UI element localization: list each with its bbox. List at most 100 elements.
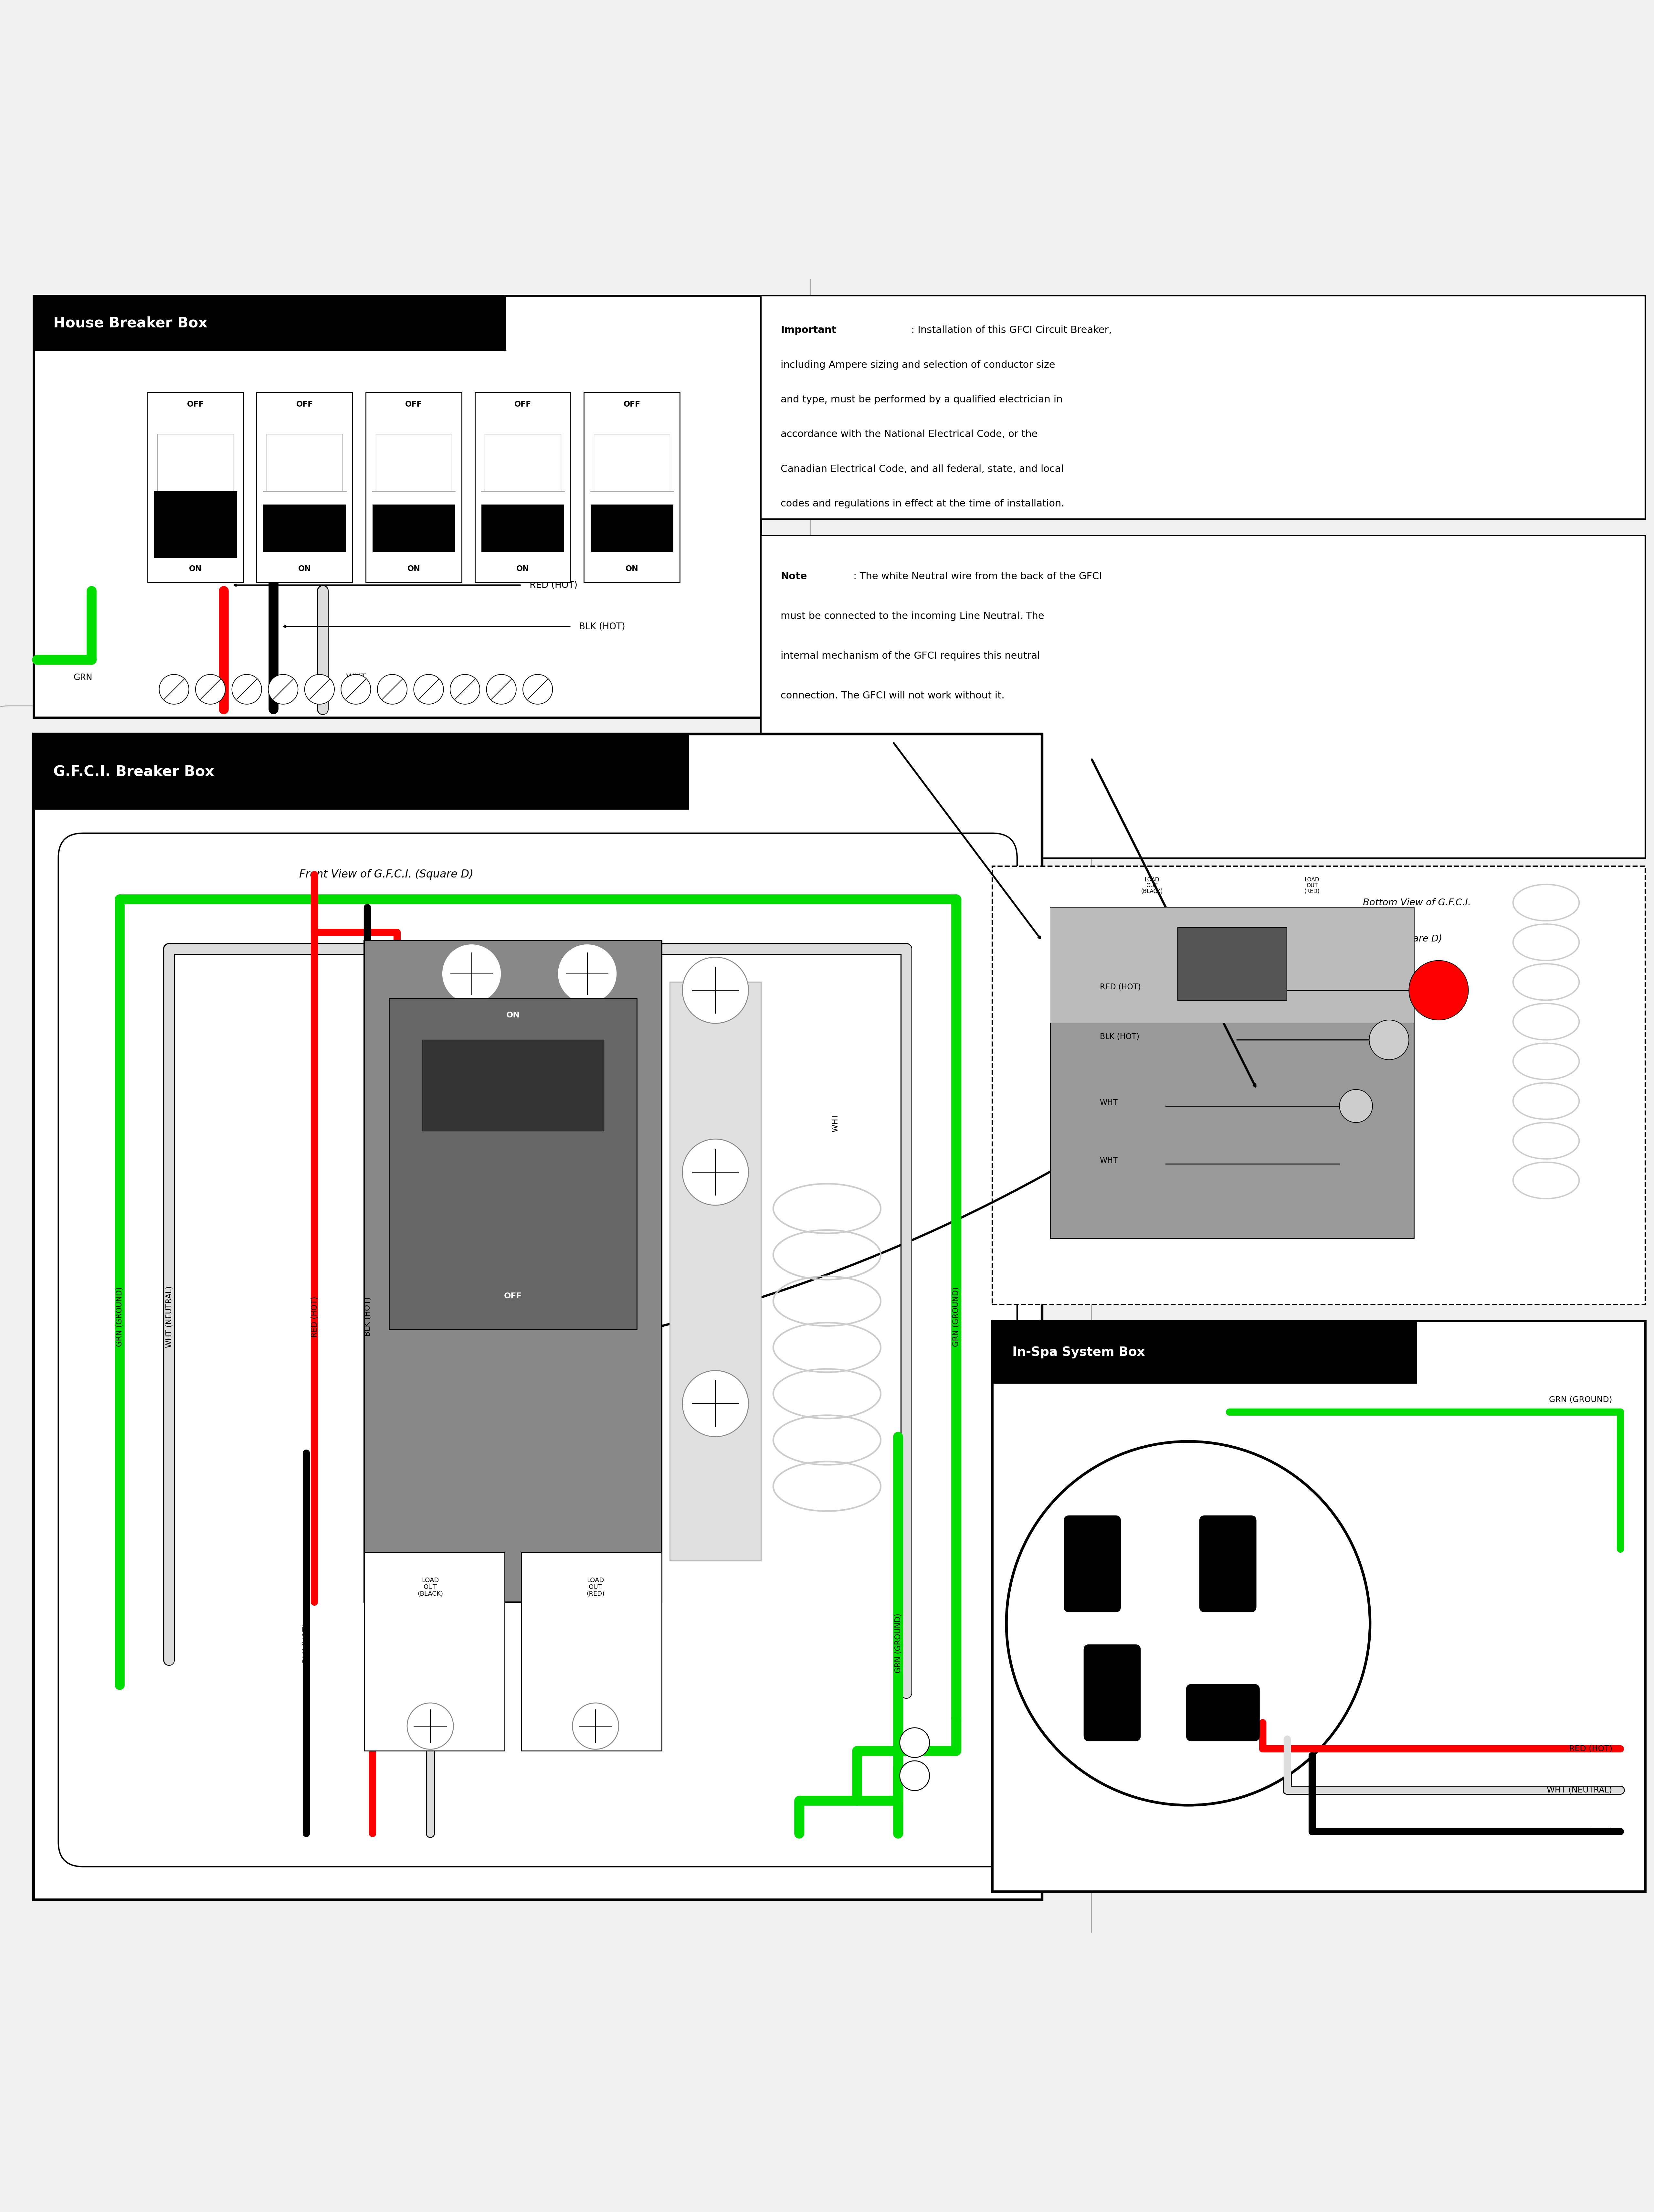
FancyBboxPatch shape — [256, 392, 352, 582]
Circle shape — [413, 675, 443, 703]
Text: internal mechanism of the GFCI requires this neutral: internal mechanism of the GFCI requires … — [781, 650, 1040, 661]
Circle shape — [900, 1761, 930, 1790]
Circle shape — [683, 1371, 749, 1438]
Text: and type, must be performed by a qualified electrician in: and type, must be performed by a qualifi… — [781, 396, 1062, 405]
Text: Important: Important — [781, 325, 837, 334]
FancyBboxPatch shape — [992, 1321, 1417, 1385]
Text: OFF: OFF — [624, 400, 640, 409]
Text: BLK (HOT): BLK (HOT) — [1100, 1033, 1140, 1040]
FancyBboxPatch shape — [366, 392, 461, 582]
Text: GRN (GROUND): GRN (GROUND) — [895, 1613, 901, 1672]
Circle shape — [523, 675, 552, 703]
FancyBboxPatch shape — [58, 834, 1017, 1867]
Text: RED (HOT): RED (HOT) — [369, 1624, 375, 1663]
Text: Note: Note — [781, 573, 807, 582]
FancyBboxPatch shape — [590, 504, 673, 553]
Text: RED (HOT): RED (HOT) — [311, 1296, 319, 1338]
Circle shape — [304, 675, 334, 703]
Text: WHT: WHT — [346, 672, 366, 681]
FancyBboxPatch shape — [992, 1321, 1646, 1891]
FancyBboxPatch shape — [1050, 907, 1414, 1239]
Text: RED (HOT): RED (HOT) — [1100, 982, 1141, 991]
FancyBboxPatch shape — [372, 504, 455, 553]
Text: (Square D): (Square D) — [1391, 933, 1442, 945]
Text: GRN: GRN — [74, 672, 93, 681]
FancyBboxPatch shape — [1186, 1686, 1259, 1741]
Text: : The white Neutral wire from the back of the GFCI: : The white Neutral wire from the back o… — [853, 573, 1102, 582]
FancyBboxPatch shape — [670, 982, 761, 1562]
Circle shape — [1409, 960, 1469, 1020]
FancyBboxPatch shape — [761, 535, 1646, 858]
Text: Bottom View of G.F.C.I.: Bottom View of G.F.C.I. — [1363, 898, 1470, 907]
Text: BLK (HOT): BLK (HOT) — [579, 622, 625, 630]
FancyBboxPatch shape — [1083, 1646, 1140, 1741]
Text: ON: ON — [189, 564, 202, 573]
Circle shape — [486, 675, 516, 703]
Text: G.F.C.I. Breaker Box: G.F.C.I. Breaker Box — [53, 765, 215, 779]
Text: LOAD
OUT
(RED): LOAD OUT (RED) — [1305, 876, 1320, 894]
Circle shape — [341, 675, 370, 703]
Text: WHT (NEUTRAL): WHT (NEUTRAL) — [165, 1285, 174, 1347]
FancyBboxPatch shape — [33, 734, 690, 810]
Text: ON: ON — [516, 564, 529, 573]
Circle shape — [900, 1728, 930, 1759]
FancyBboxPatch shape — [584, 392, 680, 582]
Text: OFF: OFF — [187, 400, 203, 409]
Text: OFF: OFF — [405, 400, 422, 409]
Text: In-Spa System Box: In-Spa System Box — [1012, 1347, 1145, 1358]
Circle shape — [557, 945, 617, 1004]
FancyBboxPatch shape — [263, 504, 346, 553]
FancyBboxPatch shape — [481, 504, 564, 553]
Text: House Breaker Box: House Breaker Box — [53, 316, 207, 330]
Circle shape — [159, 675, 189, 703]
FancyBboxPatch shape — [33, 296, 506, 349]
Text: OFF: OFF — [514, 400, 531, 409]
Circle shape — [195, 675, 225, 703]
Text: accordance with the National Electrical Code, or the: accordance with the National Electrical … — [781, 429, 1037, 438]
Text: codes and regulations in effect at the time of installation.: codes and regulations in effect at the t… — [781, 500, 1065, 509]
FancyBboxPatch shape — [594, 434, 670, 491]
Text: OFF: OFF — [296, 400, 313, 409]
Text: must be connected to the incoming Line Neutral. The: must be connected to the incoming Line N… — [781, 611, 1044, 622]
FancyBboxPatch shape — [157, 434, 233, 491]
Text: LOAD
OUT
(BLACK): LOAD OUT (BLACK) — [417, 1577, 443, 1597]
FancyBboxPatch shape — [1050, 907, 1414, 1024]
Circle shape — [683, 1139, 749, 1206]
Text: WHT (NEUTRAL): WHT (NEUTRAL) — [1546, 1787, 1613, 1794]
Text: RED (HOT): RED (HOT) — [529, 580, 577, 591]
FancyBboxPatch shape — [0, 246, 810, 768]
Text: LOAD
OUT
(RED): LOAD OUT (RED) — [587, 1577, 605, 1597]
FancyBboxPatch shape — [485, 434, 561, 491]
FancyBboxPatch shape — [0, 706, 1092, 1953]
Text: WHT: WHT — [1100, 1157, 1118, 1164]
Circle shape — [1340, 1091, 1373, 1121]
FancyBboxPatch shape — [33, 734, 1042, 1900]
Text: WHT: WHT — [1100, 1099, 1118, 1106]
Circle shape — [450, 675, 480, 703]
FancyBboxPatch shape — [33, 296, 761, 717]
Text: GRN (GROUND): GRN (GROUND) — [953, 1287, 959, 1347]
Text: ON: ON — [298, 564, 311, 573]
Text: BLK (HOT): BLK (HOT) — [303, 1624, 311, 1663]
FancyBboxPatch shape — [1199, 1515, 1255, 1613]
FancyBboxPatch shape — [521, 1553, 662, 1752]
FancyBboxPatch shape — [266, 434, 342, 491]
FancyBboxPatch shape — [761, 296, 1646, 520]
FancyBboxPatch shape — [422, 1040, 604, 1130]
FancyBboxPatch shape — [1178, 927, 1287, 1000]
FancyBboxPatch shape — [475, 392, 571, 582]
Text: WHT: WHT — [427, 1635, 433, 1652]
Circle shape — [1006, 1442, 1370, 1805]
Text: Canadian Electrical Code, and all federal, state, and local: Canadian Electrical Code, and all federa… — [781, 465, 1064, 473]
FancyBboxPatch shape — [154, 491, 237, 557]
Text: BLK (HOT): BLK (HOT) — [364, 1296, 370, 1336]
Circle shape — [407, 1703, 453, 1750]
Text: GRN (GROUND): GRN (GROUND) — [116, 1287, 124, 1347]
Text: connection. The GFCI will not work without it.: connection. The GFCI will not work witho… — [781, 690, 1004, 701]
Circle shape — [572, 1703, 619, 1750]
Circle shape — [268, 675, 298, 703]
Text: ON: ON — [407, 564, 420, 573]
Text: : Installation of this GFCI Circuit Breaker,: : Installation of this GFCI Circuit Brea… — [911, 325, 1111, 334]
Text: GRN (GROUND): GRN (GROUND) — [1550, 1396, 1613, 1405]
Text: BLK (HOT): BLK (HOT) — [1571, 1827, 1613, 1836]
